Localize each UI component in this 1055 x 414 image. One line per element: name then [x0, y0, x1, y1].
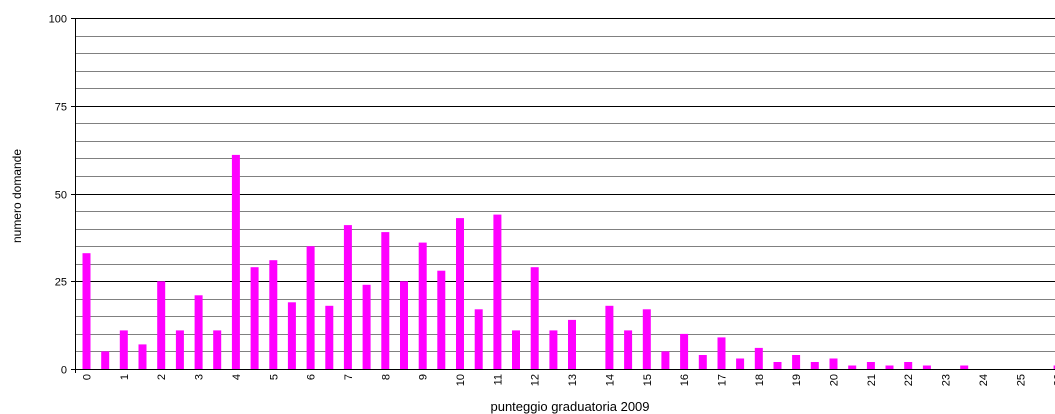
x-tick-label: 12 [530, 374, 542, 386]
y-tick-label: 75 [55, 102, 67, 114]
bar [960, 365, 969, 369]
bar [418, 242, 427, 369]
bar [829, 358, 838, 369]
bar [400, 281, 408, 370]
bar [512, 330, 520, 369]
bar [698, 355, 707, 369]
bar [157, 281, 166, 370]
x-tick-label: 26 [1053, 374, 1055, 386]
x-axis-title: punteggio graduatoria 2009 [490, 399, 649, 414]
x-tick-label: 14 [604, 374, 616, 386]
bar [101, 351, 110, 369]
x-tick-label: 8 [380, 374, 392, 380]
x-tick-labels: 0 1 2 3 4 5 6 7 8 9 10 11 12 13 14 15 16 17 18 19 20 21 22 23 24… [82, 374, 1055, 386]
x-tick-label: 24 [978, 374, 990, 386]
x-tick-label: 25 [1015, 374, 1027, 386]
x-tick-label: 17 [717, 374, 729, 386]
bar [213, 330, 222, 369]
bar [493, 214, 502, 369]
bar [343, 225, 352, 369]
x-tick-label: 19 [791, 374, 803, 386]
bar [381, 232, 390, 369]
bar [736, 358, 745, 369]
x-tick-label: 1 [119, 374, 131, 380]
x-tick-label: 9 [418, 374, 430, 380]
bar [82, 253, 91, 369]
bar [754, 347, 763, 369]
x-tick-label: 18 [754, 374, 766, 386]
bar [568, 319, 576, 369]
y-tick-label: 0 [61, 365, 67, 377]
bar [810, 362, 819, 369]
bar [306, 246, 315, 369]
bar [437, 270, 446, 369]
y-tick-label: 25 [55, 277, 67, 289]
bar [848, 365, 857, 369]
bar [922, 365, 931, 369]
x-tick-label: 22 [903, 374, 915, 386]
x-tick-label: 3 [194, 374, 206, 380]
bar [119, 330, 128, 369]
bar [250, 267, 259, 369]
y-tick-label: 100 [49, 14, 67, 26]
x-tick-label: 4 [231, 374, 243, 380]
bar [549, 330, 558, 369]
x-tick-label: 15 [642, 374, 654, 386]
bar [138, 344, 147, 369]
bar [530, 267, 539, 369]
bar [269, 260, 278, 369]
bar [175, 330, 184, 369]
bar [866, 362, 875, 369]
x-tick-label: 5 [268, 374, 280, 380]
axes [71, 18, 1055, 373]
x-tick-label: 20 [829, 374, 841, 386]
x-tick-label: 23 [941, 374, 953, 386]
bar [642, 309, 651, 369]
bar [287, 302, 296, 369]
x-tick-label: 11 [492, 374, 504, 385]
bar [904, 362, 913, 369]
gridlines [75, 18, 1055, 370]
y-tick-label: 50 [55, 190, 67, 202]
bar [605, 305, 614, 369]
bar [231, 154, 240, 369]
bar [362, 284, 371, 369]
x-tick-label: 0 [82, 374, 94, 380]
bar [456, 218, 464, 369]
x-tick-label: 16 [679, 374, 691, 386]
bar-series [82, 154, 1055, 370]
bar [680, 333, 689, 369]
bar [1053, 365, 1055, 369]
bar [885, 365, 894, 369]
bar [194, 295, 203, 369]
bar [325, 305, 334, 369]
bar [773, 362, 782, 369]
bar [474, 309, 483, 369]
bar [661, 351, 670, 369]
x-tick-label: 6 [306, 374, 318, 380]
x-tick-label: 7 [343, 374, 355, 380]
bar [717, 337, 726, 369]
y-tick-labels: 0 25 50 75 100 [49, 14, 67, 377]
bar [624, 330, 633, 369]
x-tick-label: 2 [156, 374, 168, 380]
y-axis-title: numero domande [10, 149, 24, 243]
x-tick-label: 10 [455, 374, 467, 386]
x-tick-label: 21 [866, 374, 878, 386]
bar [792, 355, 801, 369]
x-tick-label: 13 [567, 374, 579, 386]
